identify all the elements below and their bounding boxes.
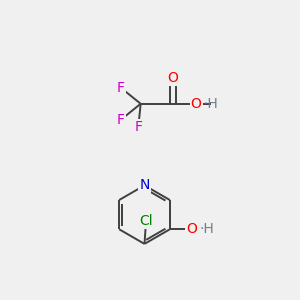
- Text: Cl: Cl: [139, 214, 153, 228]
- Text: N: N: [139, 178, 150, 192]
- Text: O: O: [191, 97, 202, 111]
- Text: O: O: [186, 222, 197, 236]
- Text: F: F: [117, 81, 124, 94]
- Text: O: O: [168, 71, 178, 85]
- Text: ·H: ·H: [199, 222, 214, 236]
- Text: F: F: [134, 120, 142, 134]
- Text: ·H: ·H: [204, 97, 218, 111]
- Text: F: F: [117, 113, 124, 127]
